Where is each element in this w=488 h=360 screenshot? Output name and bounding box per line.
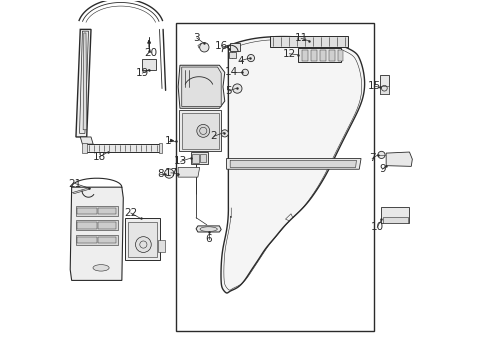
Bar <box>76 206 118 216</box>
Text: 8: 8 <box>157 168 163 179</box>
Text: 21: 21 <box>68 179 81 189</box>
Bar <box>310 50 316 60</box>
Polygon shape <box>379 86 388 94</box>
Bar <box>269 36 348 47</box>
Polygon shape <box>70 187 123 280</box>
Bar <box>82 143 86 153</box>
Bar <box>191 154 199 163</box>
Circle shape <box>377 151 384 158</box>
Polygon shape <box>80 31 88 134</box>
Polygon shape <box>196 226 221 232</box>
Polygon shape <box>182 113 218 149</box>
Ellipse shape <box>200 227 217 231</box>
Bar <box>77 222 97 229</box>
Bar <box>85 144 160 152</box>
Text: 10: 10 <box>370 222 383 232</box>
Polygon shape <box>221 36 364 293</box>
Polygon shape <box>179 110 221 151</box>
Text: 19: 19 <box>135 68 149 78</box>
Text: 18: 18 <box>92 152 106 162</box>
Bar <box>77 208 97 215</box>
Polygon shape <box>386 152 411 166</box>
Bar <box>298 48 341 62</box>
Bar <box>379 75 388 94</box>
Bar <box>159 143 162 153</box>
Bar <box>125 219 159 260</box>
Polygon shape <box>226 158 360 169</box>
Polygon shape <box>182 67 221 107</box>
Bar <box>158 240 164 252</box>
Circle shape <box>164 169 174 178</box>
Text: 2: 2 <box>210 131 217 141</box>
Text: 5: 5 <box>224 86 231 96</box>
Bar <box>337 50 343 60</box>
Polygon shape <box>178 65 224 108</box>
Bar <box>200 154 206 162</box>
Circle shape <box>221 130 228 137</box>
Circle shape <box>247 54 254 62</box>
Ellipse shape <box>93 265 109 271</box>
Polygon shape <box>76 30 91 137</box>
Text: 22: 22 <box>124 208 137 218</box>
Bar <box>301 50 307 60</box>
Bar <box>175 23 373 331</box>
Polygon shape <box>72 188 90 194</box>
Bar <box>328 50 334 60</box>
Circle shape <box>232 84 242 93</box>
Text: 13: 13 <box>174 156 187 166</box>
Bar <box>98 237 116 243</box>
Bar <box>228 51 235 58</box>
Polygon shape <box>83 33 86 130</box>
Bar <box>98 222 116 229</box>
Text: 16: 16 <box>215 41 228 50</box>
Bar <box>98 208 116 215</box>
Bar <box>76 234 118 244</box>
Polygon shape <box>230 160 356 167</box>
Bar <box>127 222 157 257</box>
Bar <box>77 237 97 243</box>
Text: 7: 7 <box>368 153 375 163</box>
Text: 1: 1 <box>164 136 171 145</box>
Text: 14: 14 <box>224 67 238 77</box>
Circle shape <box>196 125 209 137</box>
Text: 11: 11 <box>294 33 307 43</box>
Bar <box>142 59 156 69</box>
Polygon shape <box>382 217 407 223</box>
Polygon shape <box>178 167 199 177</box>
Circle shape <box>135 237 151 252</box>
Bar <box>381 207 408 223</box>
Text: 20: 20 <box>144 48 158 58</box>
Text: 15: 15 <box>367 81 380 91</box>
Circle shape <box>199 42 208 52</box>
Bar <box>190 152 207 164</box>
Polygon shape <box>80 137 93 144</box>
Text: 12: 12 <box>282 49 295 59</box>
Text: 6: 6 <box>205 234 211 244</box>
Bar <box>319 50 325 60</box>
Bar <box>230 43 240 51</box>
Circle shape <box>242 69 248 76</box>
Text: 4: 4 <box>237 55 244 66</box>
Text: 17: 17 <box>164 168 177 178</box>
Bar <box>76 220 118 230</box>
Text: 9: 9 <box>379 164 385 174</box>
Polygon shape <box>198 43 202 48</box>
Text: 3: 3 <box>193 33 200 43</box>
